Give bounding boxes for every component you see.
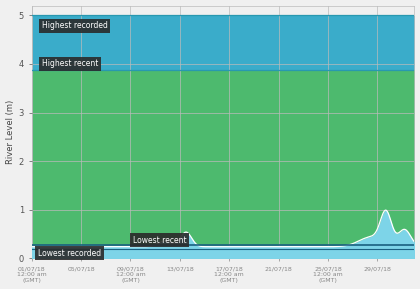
Text: Highest recent: Highest recent [42,60,98,68]
Text: Lowest recent: Lowest recent [133,236,186,245]
Text: Highest recorded: Highest recorded [42,21,108,30]
Text: Lowest recorded: Lowest recorded [38,249,101,258]
Y-axis label: River Level (m): River Level (m) [5,100,15,164]
